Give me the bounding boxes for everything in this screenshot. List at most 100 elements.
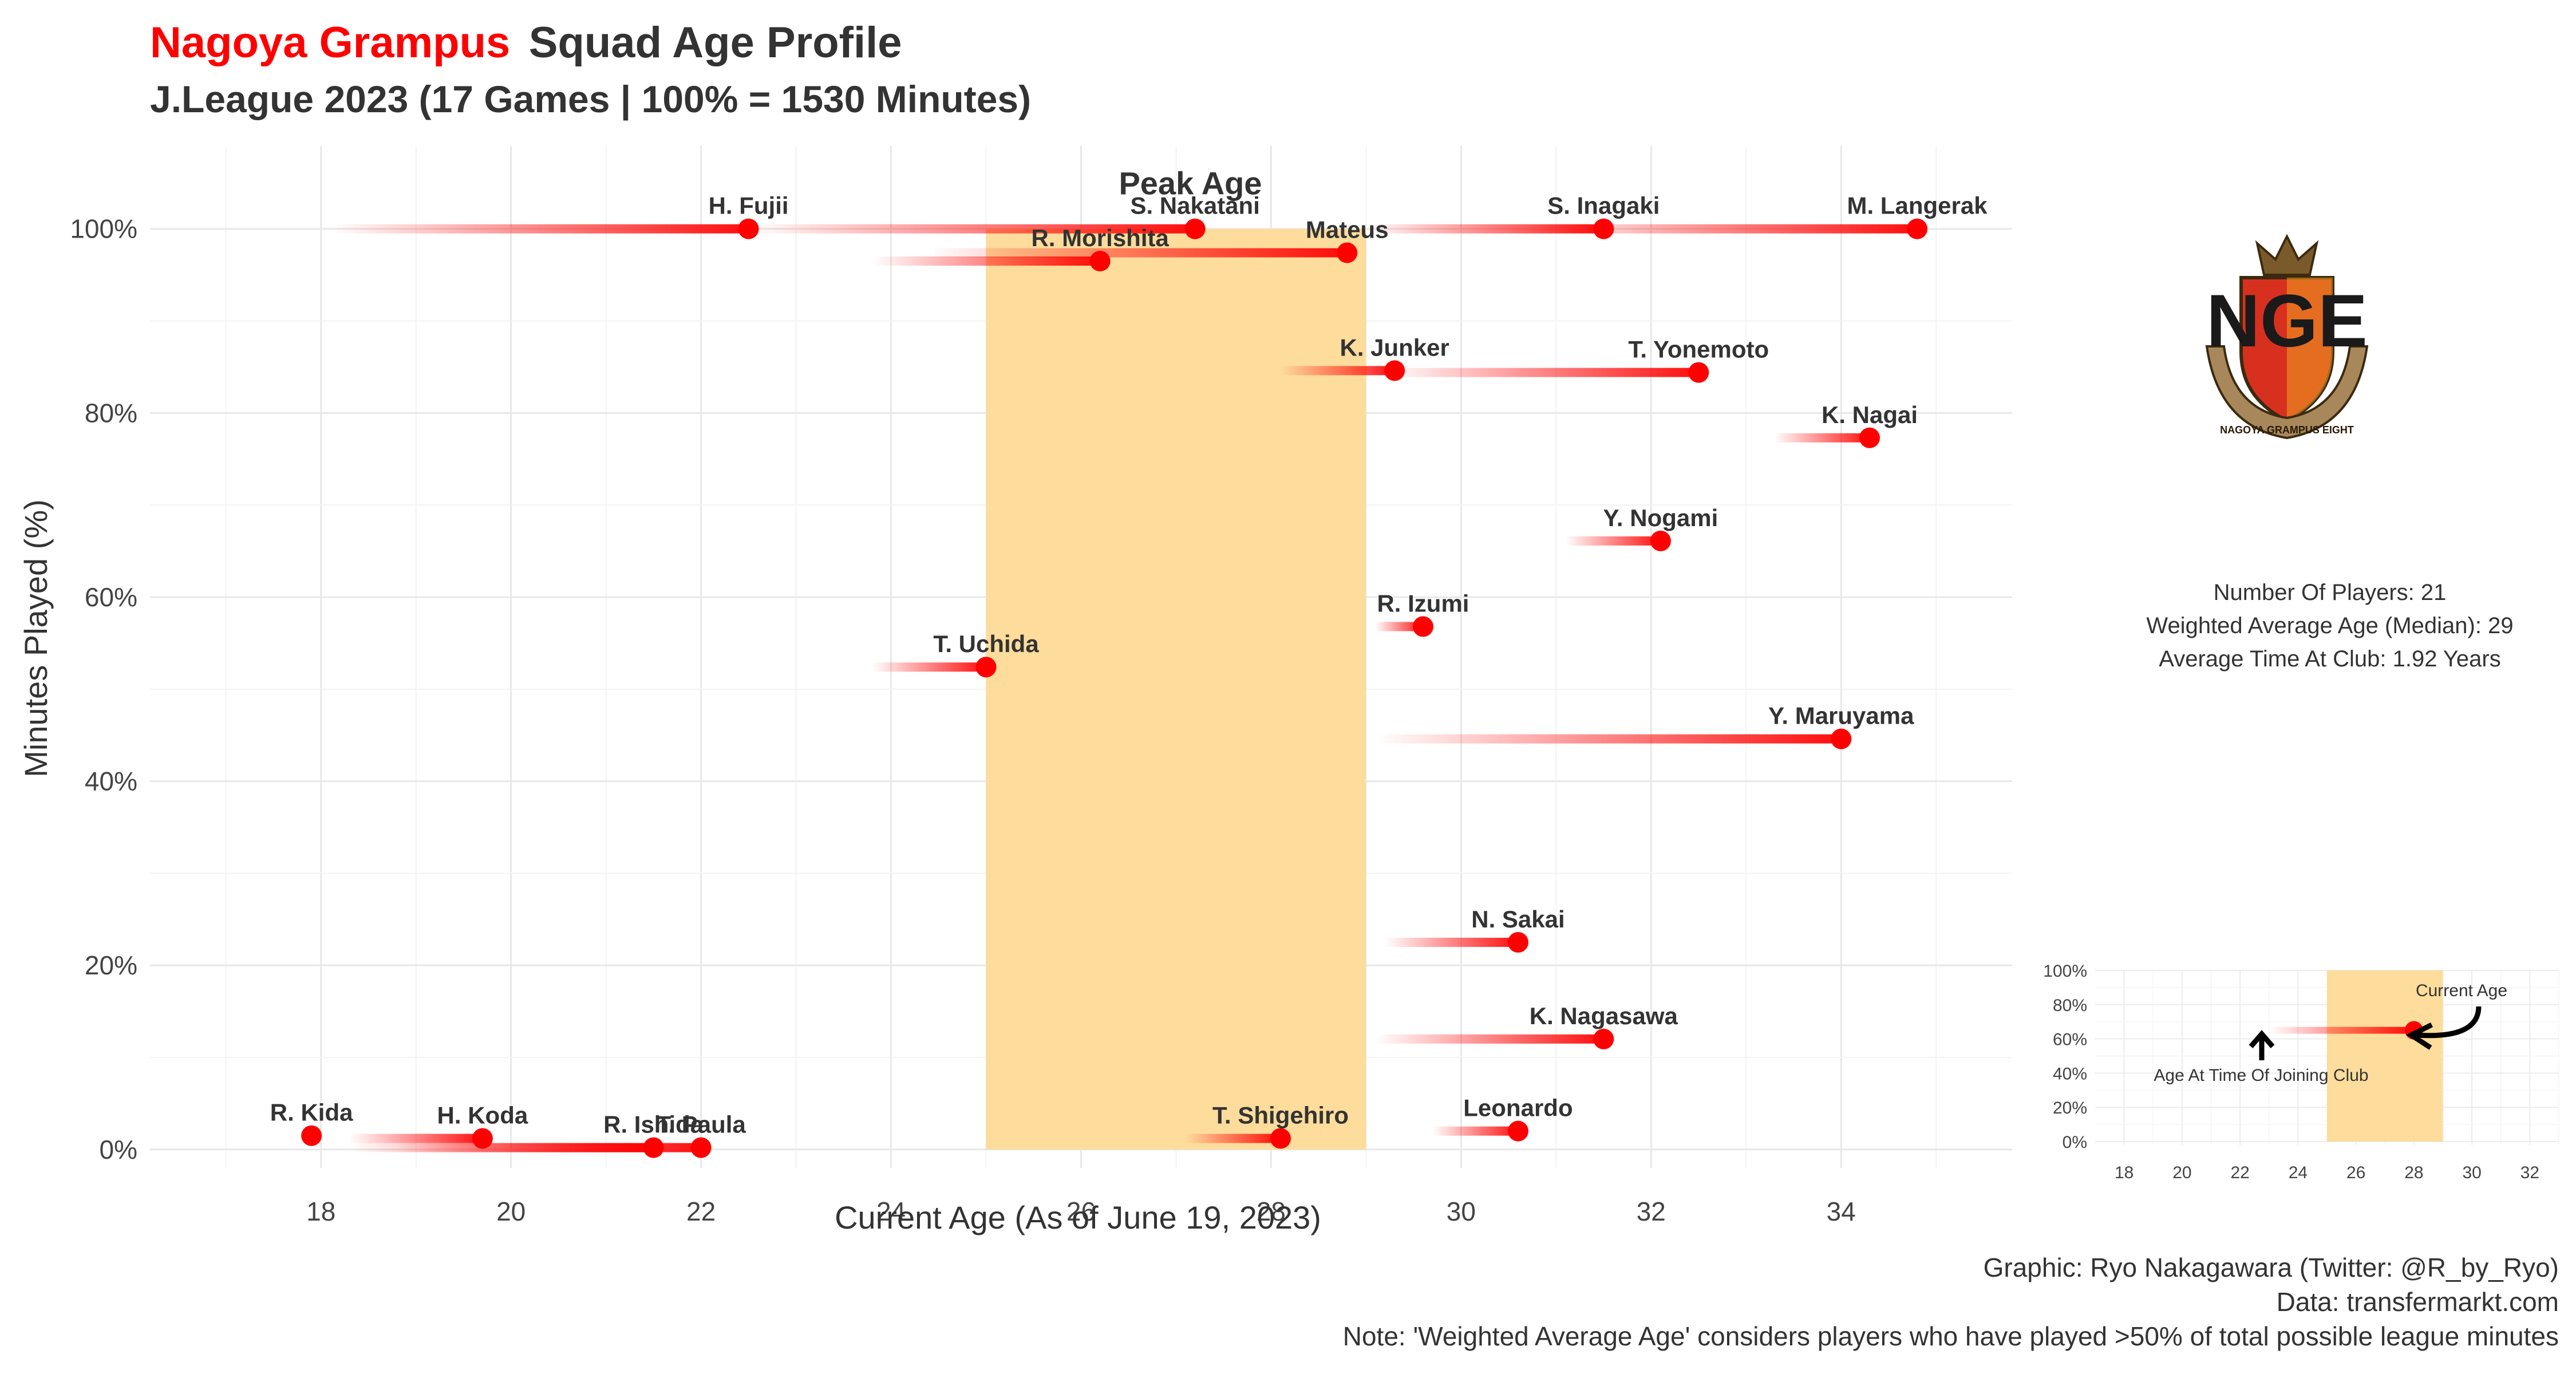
player-trail — [397, 1143, 701, 1152]
x-axis-label: Current Age (As of June 19, 2023) — [835, 1199, 1321, 1235]
player-trail — [330, 224, 749, 234]
x-tick-label: 26 — [1066, 1197, 1096, 1226]
inset-x-tick-label: 18 — [2115, 1163, 2134, 1182]
player-point — [1859, 427, 1880, 448]
y-tick-label: 40% — [85, 767, 137, 796]
player-trail — [872, 256, 1100, 266]
inset-x-tick-label: 26 — [2346, 1163, 2365, 1182]
caption-data-source: Data: transfermarkt.com — [2277, 1287, 2559, 1317]
inset-y-tick-label: 80% — [2053, 996, 2087, 1015]
player-label: T. Uchida — [933, 630, 1039, 657]
peak-age-band: Peak Age — [986, 165, 1366, 1150]
player-trails — [330, 224, 1918, 1152]
player-point — [1412, 616, 1433, 637]
player-trail — [929, 248, 1348, 258]
inset-x-tick-label: 24 — [2289, 1163, 2308, 1182]
player-point — [1593, 1028, 1614, 1049]
inset-x-tick-label: 30 — [2462, 1163, 2481, 1182]
player-trail — [1186, 1134, 1281, 1143]
player-label: R. Morishita — [1032, 224, 1170, 251]
player-point — [1593, 218, 1614, 239]
player-labels: H. Fujii S. Nakatani S. Inagaki M. Langerak… — [270, 192, 1988, 1138]
player-label: K. Junker — [1340, 334, 1449, 361]
player-label: T. Paula — [656, 1111, 746, 1138]
inset-y-tick-label: 0% — [2063, 1133, 2087, 1152]
player-label: H. Koda — [437, 1102, 528, 1129]
player-point — [738, 218, 759, 239]
player-label: R. Kida — [270, 1099, 353, 1126]
player-point — [1337, 242, 1358, 263]
chart-subtitle: J.League 2023 (17 Games | 100% = 1530 Mi… — [150, 78, 1031, 121]
caption-note: Note: 'Weighted Average Age' considers p… — [1343, 1321, 2559, 1351]
player-label: T. Yonemoto — [1628, 336, 1769, 363]
x-tick-label: 28 — [1257, 1197, 1286, 1226]
main-axes: 18 20 22 24 26 28 30 32 34 0% 20% 40% 60% 80% 100% — [70, 214, 1855, 1226]
player-point — [1907, 218, 1928, 239]
y-tick-label: 0% — [100, 1135, 137, 1164]
player-point — [690, 1137, 712, 1158]
player-trail — [1385, 368, 1699, 377]
club-name: Nagoya Grampus — [150, 18, 510, 67]
inset-y-tick-label: 100% — [2043, 962, 2087, 981]
inset-x-tick-label: 28 — [2404, 1163, 2423, 1182]
inset-peak-rect — [2327, 970, 2443, 1142]
player-point — [975, 657, 997, 678]
y-tick-label: 80% — [85, 398, 137, 428]
player-label: R. Ishida — [603, 1111, 704, 1138]
arrowhead-joining-age — [2249, 1030, 2275, 1048]
player-trail — [1281, 366, 1395, 376]
player-label: N. Sakai — [1471, 906, 1564, 933]
inset-y-tick-label: 40% — [2053, 1064, 2087, 1083]
player-trail — [1565, 536, 1661, 546]
inset-x-tick-label: 32 — [2520, 1163, 2539, 1182]
player-label: Y. Nogami — [1603, 504, 1718, 531]
chart-title: Nagoya Grampus Squad Age Profile — [150, 18, 902, 67]
player-point — [1384, 360, 1405, 381]
player-point — [1650, 530, 1671, 551]
inset-x-tick-label: 22 — [2230, 1163, 2249, 1182]
stat-player-count: Number Of Players: 21 — [2214, 580, 2447, 605]
x-tick-label: 22 — [686, 1197, 716, 1226]
player-label: K. Nagai — [1822, 401, 1918, 428]
peak-age-rect — [986, 228, 1366, 1150]
arrow-current-age — [2416, 1006, 2482, 1039]
y-tick-label: 100% — [70, 214, 137, 244]
player-point — [1688, 362, 1709, 383]
player-point — [1831, 728, 1852, 749]
x-tick-label: 32 — [1637, 1197, 1666, 1226]
club-crest-logo: NGE NAGOYA GRAMPUS EIGHT — [2205, 234, 2369, 440]
peak-age-label: Peak Age — [1119, 165, 1262, 202]
x-tick-label: 18 — [306, 1197, 335, 1226]
player-label: K. Nagasawa — [1530, 1002, 1678, 1029]
player-trail — [1432, 1126, 1518, 1136]
inset-x-tick-label: 20 — [2172, 1163, 2191, 1182]
y-tick-label: 60% — [85, 582, 137, 612]
player-label: T. Shigehiro — [1212, 1102, 1349, 1129]
player-label: Leonardo — [1463, 1095, 1573, 1122]
player-trail — [1376, 1034, 1604, 1044]
inset-y-tick-label: 20% — [2053, 1099, 2087, 1118]
legend-inset-axes: 18 20 22 24 26 28 30 32 0% 20% 40% 60% 80% 100% — [2043, 962, 2539, 1182]
player-point — [1507, 1120, 1528, 1142]
player-point — [1089, 251, 1111, 272]
player-label: S. Inagaki — [1547, 192, 1660, 219]
player-label: H. Fujii — [709, 192, 789, 219]
x-tick-label: 30 — [1447, 1197, 1476, 1226]
caption-graphic-credit: Graphic: Ryo Nakagawara (Twitter: @R_by_… — [1984, 1253, 2559, 1282]
player-trail — [1385, 938, 1518, 947]
legend-inset-peak-band — [2327, 970, 2443, 1142]
inset-example-trail — [2269, 1026, 2414, 1034]
player-points — [301, 218, 1928, 1158]
player-trail — [1775, 433, 1870, 443]
crest-ribbon-text: NAGOYA GRAMPUS EIGHT — [2220, 424, 2354, 436]
player-trail — [1376, 734, 1842, 744]
player-point — [1184, 218, 1206, 239]
player-label: Y. Maruyama — [1768, 702, 1914, 729]
player-point — [301, 1125, 322, 1146]
player-trail — [872, 662, 986, 672]
player-label: R. Izumi — [1377, 590, 1469, 617]
player-point — [643, 1137, 664, 1158]
player-label: Mateus — [1306, 216, 1389, 243]
stat-time-at-club: Average Time At Club: 1.92 Years — [2159, 646, 2500, 672]
